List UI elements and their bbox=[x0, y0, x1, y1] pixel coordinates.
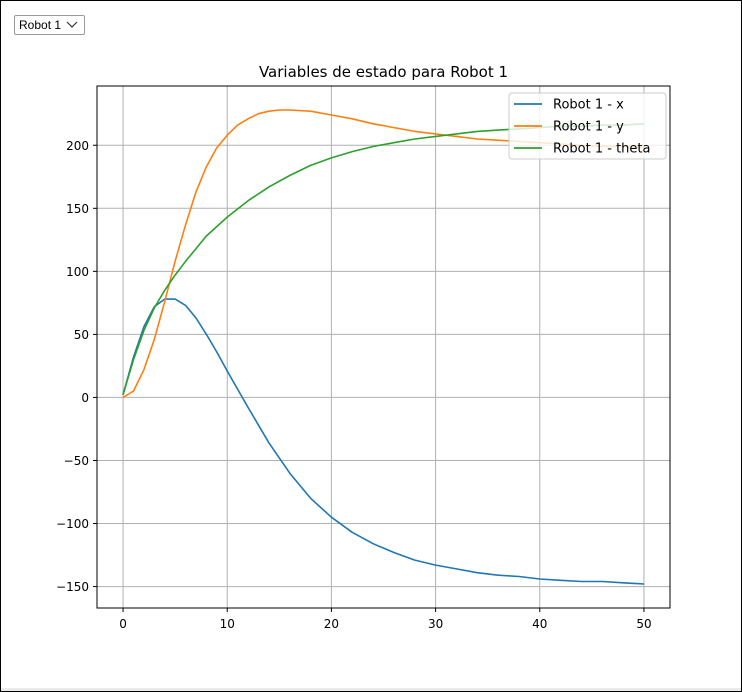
y-tick-label: −50 bbox=[64, 454, 89, 468]
x-tick-label: 20 bbox=[324, 617, 339, 631]
chart-title: Variables de estado para Robot 1 bbox=[259, 63, 508, 81]
y-tick-label: 50 bbox=[74, 328, 89, 342]
series-line-0 bbox=[122, 298, 645, 585]
plot-frame bbox=[96, 85, 671, 609]
y-tick-label: 150 bbox=[66, 202, 89, 216]
robot-select-value: Robot 1 bbox=[19, 18, 62, 32]
x-tick-label: 30 bbox=[428, 617, 443, 631]
legend-label-2: Robot 1 - theta bbox=[553, 142, 650, 157]
y-tick-label: 200 bbox=[66, 139, 89, 153]
x-tick-label: 10 bbox=[220, 617, 235, 631]
y-tick-label: 100 bbox=[66, 265, 89, 279]
robot-select-dropdown[interactable]: Robot 1 bbox=[14, 15, 85, 35]
legend-label-1: Robot 1 - y bbox=[553, 120, 624, 135]
y-tick-label: −150 bbox=[56, 580, 89, 594]
y-tick-label: 0 bbox=[81, 391, 89, 405]
x-tick-label: 50 bbox=[636, 617, 651, 631]
x-tick-label: 40 bbox=[532, 617, 547, 631]
legend-label-0: Robot 1 - x bbox=[553, 98, 624, 113]
x-tick-label: 0 bbox=[119, 617, 127, 631]
y-tick-label: −100 bbox=[56, 517, 89, 531]
chevron-down-icon bbox=[66, 21, 78, 28]
series-line-2 bbox=[122, 123, 645, 396]
legend-box bbox=[508, 92, 667, 160]
bottom-strip bbox=[1, 688, 741, 691]
